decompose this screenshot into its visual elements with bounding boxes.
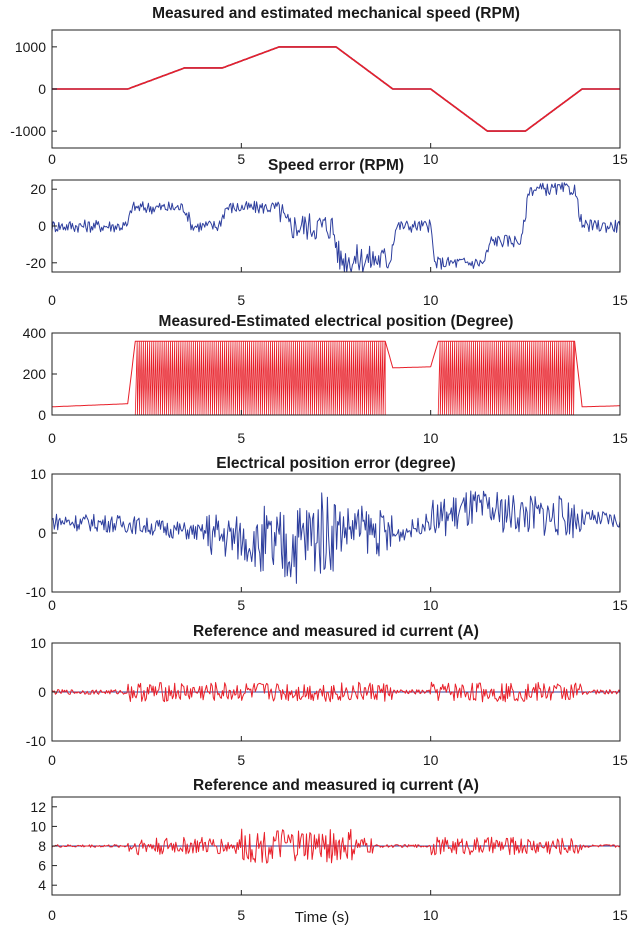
y-tick-label: 10 <box>30 818 46 834</box>
chart-title: Reference and measured iq current (A) <box>193 777 479 794</box>
x-tick-label: 10 <box>423 597 439 613</box>
x-tick-label: 15 <box>612 430 628 446</box>
chart-title: Measured-Estimated electrical position (… <box>159 313 514 330</box>
chart-panel-4: Electrical position error (degree)100-10… <box>26 455 628 613</box>
y-tick-label: -10 <box>26 733 46 749</box>
y-tick-label: 1000 <box>15 39 46 55</box>
x-tick-label: 5 <box>237 752 245 768</box>
x-tick-label: 0 <box>48 151 56 167</box>
x-tick-label: 10 <box>423 151 439 167</box>
chart-title: Electrical position error (degree) <box>216 455 455 472</box>
x-tick-label: 0 <box>48 430 56 446</box>
x-tick-label: 5 <box>237 292 245 308</box>
plot-area <box>52 340 620 415</box>
x-tick-label: 15 <box>612 151 628 167</box>
y-tick-label: 10 <box>30 635 46 651</box>
y-tick-label: 0 <box>38 218 46 234</box>
y-tick-label: 12 <box>30 799 46 815</box>
y-tick-label: -20 <box>26 255 46 271</box>
position-wrap-segment-2 <box>437 341 575 415</box>
y-tick-label: 8 <box>38 838 46 854</box>
chart-panel-6: Reference and measured iq current (A) 12 1… <box>30 777 628 923</box>
y-tick-label: 200 <box>23 366 47 382</box>
y-tick-label: 0 <box>38 525 46 541</box>
x-tick-label: 15 <box>612 752 628 768</box>
x-tick-label: 5 <box>237 430 245 446</box>
series-line-2 <box>52 828 620 864</box>
chart-title: Measured and estimated mechanical speed … <box>152 5 520 22</box>
y-tick-label: 0 <box>38 407 46 423</box>
series-line-1 <box>52 46 620 132</box>
chart-title: Speed error (RPM) <box>268 157 404 174</box>
y-tick-label: 400 <box>23 325 47 341</box>
plot-area <box>52 490 620 584</box>
series-line-2 <box>52 681 620 703</box>
chart-title: Reference and measured id current (A) <box>193 623 479 640</box>
y-tick-label: 6 <box>38 858 46 874</box>
x-tick-label: 0 <box>48 597 56 613</box>
y-tick-label: 0 <box>38 684 46 700</box>
series-line-1 <box>52 490 620 584</box>
plot-area <box>52 681 620 703</box>
chart-panel-2: Speed error (RPM) 20 0 -20 0 5 10 15 <box>26 157 628 308</box>
x-tick-label: 0 <box>48 292 56 308</box>
x-tick-label: 5 <box>237 151 245 167</box>
y-tick-label: -1000 <box>10 123 46 139</box>
chart-panel-3: Measured-Estimated electrical position (… <box>23 313 628 446</box>
x-axis-label: Time (s) <box>295 909 349 926</box>
x-tick-label: 0 <box>48 752 56 768</box>
series-line-2 <box>52 46 620 132</box>
x-tick-label: 0 <box>48 907 56 923</box>
x-tick-label: 15 <box>612 597 628 613</box>
y-tick-label: 20 <box>30 181 46 197</box>
x-tick-label: 15 <box>612 292 628 308</box>
position-wrap-segment-1 <box>134 341 386 415</box>
axes-box <box>51 179 621 273</box>
y-tick-label: 10 <box>30 466 46 482</box>
plot-area <box>52 182 620 272</box>
series-line-1 <box>52 182 620 272</box>
y-tick-label: 0 <box>38 81 46 97</box>
plot-area <box>52 46 620 132</box>
x-tick-label: 10 <box>423 430 439 446</box>
chart-panel-1: Measured and estimated mechanical speed … <box>10 5 628 167</box>
x-tick-label: 5 <box>237 907 245 923</box>
x-tick-label: 10 <box>423 907 439 923</box>
x-tick-label: 10 <box>423 292 439 308</box>
plot-area <box>52 828 620 864</box>
x-tick-label: 5 <box>237 597 245 613</box>
chart-panel-5: Reference and measured id current (A) 10 0… <box>26 623 628 768</box>
x-tick-label: 15 <box>612 907 628 923</box>
y-tick-label: 4 <box>38 877 46 893</box>
y-tick-label: -10 <box>26 584 46 600</box>
x-tick-label: 10 <box>423 752 439 768</box>
